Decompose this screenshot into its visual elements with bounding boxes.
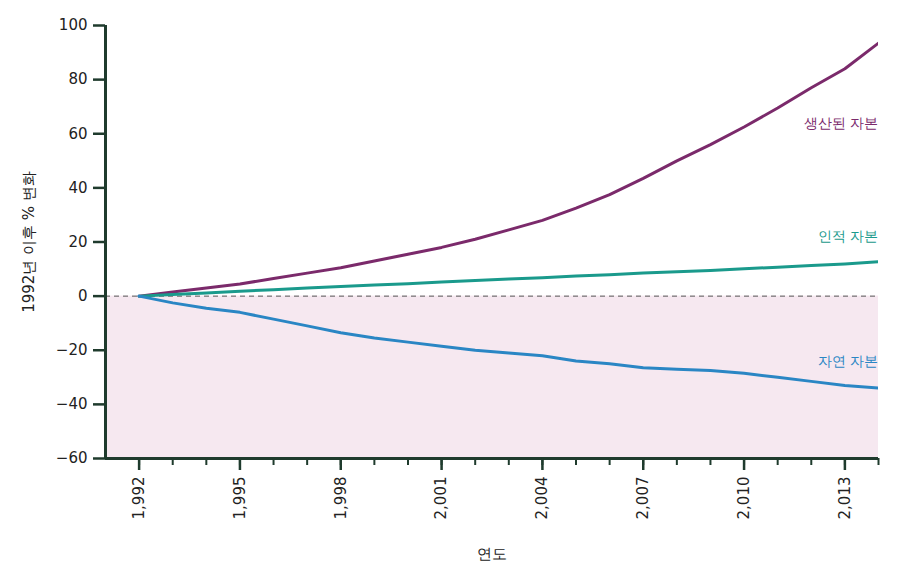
svg-text:−40: −40: [56, 395, 88, 413]
svg-text:2,010: 2,010: [735, 477, 753, 520]
svg-text:인적 자본: 인적 자본: [818, 228, 878, 244]
svg-text:2,004: 2,004: [533, 477, 551, 520]
svg-text:60: 60: [68, 125, 87, 143]
svg-text:−20: −20: [56, 341, 88, 359]
svg-text:생산된 자본: 생산된 자본: [804, 115, 878, 131]
svg-text:자연 자본: 자연 자본: [818, 353, 878, 369]
svg-text:40: 40: [68, 179, 87, 197]
svg-text:2,007: 2,007: [634, 477, 652, 520]
svg-text:2,013: 2,013: [836, 477, 854, 520]
svg-text:0: 0: [78, 287, 88, 305]
svg-text:1,998: 1,998: [332, 477, 350, 520]
svg-text:20: 20: [68, 233, 87, 251]
svg-text:연도: 연도: [477, 545, 507, 563]
svg-text:2,001: 2,001: [432, 477, 450, 520]
svg-text:−60: −60: [56, 449, 88, 467]
svg-text:80: 80: [68, 70, 87, 88]
svg-text:1,995: 1,995: [231, 477, 249, 520]
svg-text:1,992: 1,992: [130, 477, 148, 520]
svg-text:1992년 이후 % 변화: 1992년 이후 % 변화: [20, 171, 38, 313]
svg-text:100: 100: [59, 16, 88, 34]
